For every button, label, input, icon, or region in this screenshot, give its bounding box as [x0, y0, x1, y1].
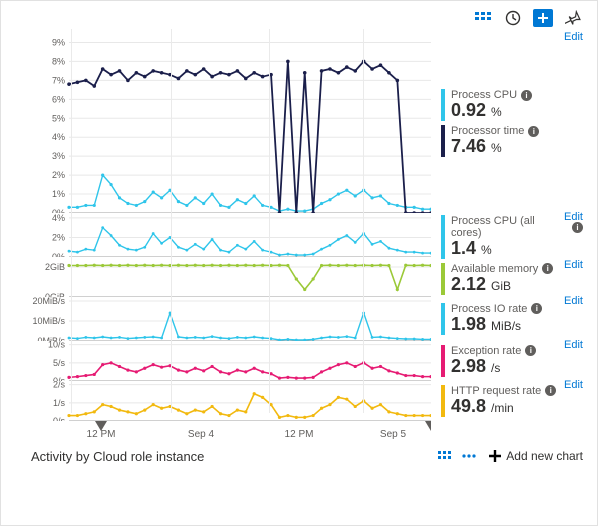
footer-grid-icon[interactable]: [438, 451, 454, 461]
legend-io: EditProcess IO rate i1.98 MiB/s: [431, 297, 583, 341]
svg-text:12 PM: 12 PM: [285, 429, 314, 440]
pin-icon[interactable]: [563, 9, 583, 27]
svg-text:2%: 2%: [52, 170, 65, 180]
legend-cpu-allcores: EditProcess CPU (all cores) i1.4 %: [431, 213, 583, 261]
legend-item: Process IO rate i1.98 MiB/s: [441, 303, 583, 335]
legend-http: EditHTTP request rate i49.8 /min: [431, 381, 583, 421]
info-icon[interactable]: i: [572, 222, 583, 233]
svg-text:1/s: 1/s: [53, 398, 66, 408]
svg-text:9%: 9%: [52, 37, 65, 47]
legend-value: 49.8 /min: [451, 397, 583, 417]
legend-item: Process CPU i0.92 %: [441, 89, 583, 121]
edit-link[interactable]: Edit: [564, 31, 583, 43]
charts-container: 0% 1% 2% 3% 4% 5% 6% 7% 8% 9% Edit Process CPU i0.9…: [1, 29, 597, 443]
legend-value: 1.4 %: [451, 239, 583, 259]
edit-link[interactable]: Edit: [564, 379, 583, 391]
x-axis: 12 PM Sep 4 12 PM Sep 5: [31, 421, 583, 443]
grid-view-icon[interactable]: [473, 9, 493, 27]
add-new-chart[interactable]: Add new chart: [488, 449, 583, 463]
footer: Activity by Cloud role instance Add new …: [1, 443, 597, 468]
legend-value: 0.92 %: [451, 101, 583, 121]
legend-item: Available memory i2.12 GiB: [441, 263, 583, 295]
svg-text:0%: 0%: [52, 252, 65, 257]
chart-row-io: 0MiB/s10MiB/s20MiB/sEditProcess IO rate …: [31, 297, 583, 341]
svg-text:20MiB/s: 20MiB/s: [32, 297, 65, 306]
legend-cpu-main: Edit Process CPU i0.92 % Processor time i7…: [431, 33, 583, 213]
legend-item: Exception rate i2.98 /s: [441, 345, 583, 377]
legend-value: 2.98 /s: [451, 357, 583, 377]
edit-link[interactable]: Edit: [564, 259, 583, 271]
toolbar: [1, 1, 597, 29]
svg-text:Sep 4: Sep 4: [188, 429, 215, 440]
svg-text:1%: 1%: [52, 189, 65, 199]
svg-text:10/s: 10/s: [48, 341, 66, 350]
svg-text:12 PM: 12 PM: [87, 429, 116, 440]
chart-row-http: 0/s1/s2/sEditHTTP request rate i49.8 /mi…: [31, 381, 583, 421]
legend-value: 7.46 %: [451, 137, 583, 157]
svg-text:5%: 5%: [52, 113, 65, 123]
add-chart-label: Add new chart: [506, 449, 583, 463]
svg-text:2GiB: 2GiB: [45, 262, 65, 272]
svg-text:2%: 2%: [52, 232, 65, 242]
plus-icon: [488, 449, 502, 463]
info-icon[interactable]: i: [521, 90, 532, 101]
legend-item: HTTP request rate i49.8 /min: [441, 385, 583, 417]
add-icon[interactable]: [533, 9, 553, 27]
info-icon[interactable]: i: [531, 303, 542, 314]
legend-exception: EditException rate i2.98 /s: [431, 341, 583, 381]
svg-text:7%: 7%: [52, 75, 65, 85]
legend-item: Processor time i7.46 %: [441, 125, 583, 157]
chart-row-cpu-main: 0%1%2%3%4%5%6%7%8%9%EditProcess CPU i0.9…: [31, 33, 583, 213]
clock-icon[interactable]: [503, 9, 523, 27]
svg-text:4%: 4%: [52, 213, 65, 223]
chart-row-memory: 0GiB2GiBEditAvailable memory i2.12 GiB: [31, 261, 583, 297]
legend-memory: EditAvailable memory i2.12 GiB: [431, 261, 583, 297]
svg-text:5/s: 5/s: [53, 358, 66, 368]
edit-link[interactable]: Edit: [564, 339, 583, 351]
edit-link[interactable]: Edit: [564, 295, 583, 307]
legend-value: 2.12 GiB: [451, 275, 583, 295]
svg-text:2/s: 2/s: [53, 381, 66, 390]
legend-value: 1.98 MiB/s: [451, 315, 583, 335]
chart-row-cpu-allcores: 0%2%4%EditProcess CPU (all cores) i1.4 %: [31, 213, 583, 261]
svg-text:10MiB/s: 10MiB/s: [32, 316, 65, 326]
footer-title: Activity by Cloud role instance: [31, 449, 204, 464]
info-icon[interactable]: i: [542, 263, 553, 274]
svg-text:Sep 5: Sep 5: [380, 429, 407, 440]
edit-link[interactable]: Edit: [564, 211, 583, 223]
legend-item: Process CPU (all cores) i1.4 %: [441, 215, 583, 259]
chart-row-exception: 0/s5/s10/sEditException rate i2.98 /s: [31, 341, 583, 381]
info-icon[interactable]: i: [525, 345, 536, 356]
info-icon[interactable]: i: [545, 385, 556, 396]
svg-text:6%: 6%: [52, 94, 65, 104]
svg-text:4%: 4%: [52, 132, 65, 142]
svg-text:8%: 8%: [52, 56, 65, 66]
footer-more-icon[interactable]: [462, 454, 476, 458]
svg-text:3%: 3%: [52, 151, 65, 161]
info-icon[interactable]: i: [528, 126, 539, 137]
